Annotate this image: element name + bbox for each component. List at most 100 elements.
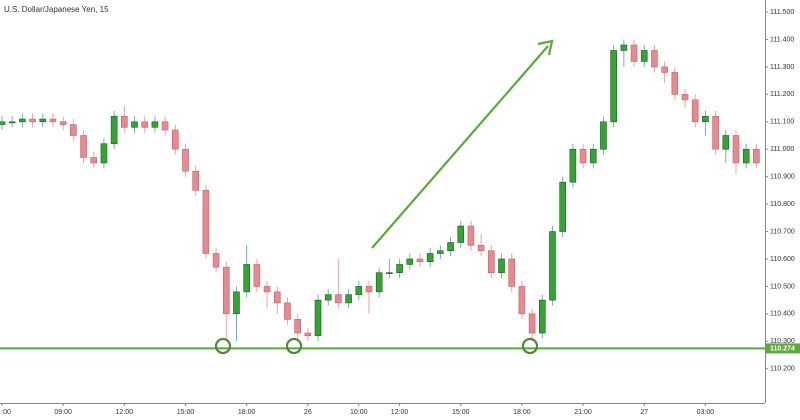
y-tick-label: 111.300 <box>770 64 794 71</box>
support-circle <box>521 337 539 355</box>
level-label: 110.274 <box>770 345 795 352</box>
candle-body <box>447 242 454 252</box>
candle-body <box>161 121 169 131</box>
x-tick-label: :00 <box>1 409 11 416</box>
x-tick-label: 21:00 <box>574 409 592 416</box>
candle-body <box>681 94 689 101</box>
candle-body <box>712 116 719 150</box>
x-tick-label: 15:00 <box>177 409 195 416</box>
candle-body <box>549 231 556 301</box>
candle-body <box>528 313 536 334</box>
candle-body <box>355 286 363 295</box>
y-tick-label: 110.200 <box>770 366 795 373</box>
y-tick-label: 110.800 <box>770 201 795 208</box>
candle-body <box>90 157 98 164</box>
y-tick-label: 111.000 <box>770 146 794 153</box>
candle-body <box>722 135 730 150</box>
candle-body <box>416 258 424 263</box>
candle-body <box>70 124 77 136</box>
candle-body <box>691 99 699 123</box>
chart-title: U.S. Dollar/Japanese Yen, 15 <box>4 5 109 14</box>
candle-body <box>314 299 322 337</box>
support-circle <box>285 337 303 355</box>
y-tick-label: 110.300 <box>770 338 795 345</box>
x-tick-label: 27 <box>640 409 648 416</box>
candle-body <box>640 50 648 62</box>
level-label-box <box>766 343 800 354</box>
y-tick-label: 110.700 <box>770 228 795 235</box>
candle-body <box>753 148 760 164</box>
x-tick-label: 15:00 <box>452 409 470 416</box>
candle-body <box>406 258 414 265</box>
candle-body <box>579 148 587 164</box>
x-tick-label: 26 <box>304 409 312 416</box>
candle-body <box>518 286 526 315</box>
candle-body <box>589 148 597 164</box>
candle-body <box>202 190 210 254</box>
candle-body <box>386 272 393 274</box>
candle-body <box>498 258 505 273</box>
y-tick-label: 111.100 <box>770 119 794 126</box>
candle-body <box>284 302 291 320</box>
candle-body <box>426 253 434 263</box>
y-tick-label: 110.400 <box>770 311 795 318</box>
x-tick-label: 12:00 <box>391 409 409 416</box>
candle-body <box>365 286 373 293</box>
candle-body <box>263 286 271 293</box>
candle-body <box>233 291 240 315</box>
candle-body <box>538 299 546 334</box>
candle-body <box>29 118 36 123</box>
candle-body <box>742 148 750 164</box>
candle-body <box>345 294 352 304</box>
candle-body <box>610 50 617 123</box>
candle-body <box>253 264 261 287</box>
candle-body <box>651 50 658 68</box>
candle-body <box>467 225 475 246</box>
candle-body <box>100 143 108 164</box>
candle-body <box>702 116 709 123</box>
candle-body <box>182 148 189 172</box>
candle-body <box>212 253 220 268</box>
y-tick-label: 111.500 <box>770 9 794 16</box>
candle-body <box>151 121 159 128</box>
candle-body <box>335 294 342 304</box>
x-tick-label: 09:00 <box>54 409 72 416</box>
candle-body <box>110 116 118 145</box>
candle-body <box>477 244 485 252</box>
candle-body <box>304 332 312 337</box>
y-tick-label: 110.500 <box>770 283 795 290</box>
candle-body <box>8 121 16 124</box>
candle-body <box>569 148 577 183</box>
candle-body <box>141 121 149 128</box>
candle-body <box>600 121 607 150</box>
candle-body <box>732 135 740 164</box>
candle-body <box>559 181 566 232</box>
candle-body <box>49 118 57 123</box>
candle-body <box>19 118 26 123</box>
candle-body <box>508 258 516 287</box>
candle-body <box>324 294 332 301</box>
candle-body <box>0 121 6 125</box>
candle-body <box>457 225 465 243</box>
x-tick-label: 18:00 <box>238 409 256 416</box>
candle-body <box>243 264 250 293</box>
candle-body <box>172 129 179 150</box>
candle-body <box>39 118 47 123</box>
candle-body <box>59 121 67 125</box>
candle-body <box>375 272 383 293</box>
candle-body <box>294 319 301 334</box>
y-tick-label: 110.900 <box>770 174 795 181</box>
candle-body <box>396 264 403 273</box>
candle-body <box>630 44 638 62</box>
x-tick-label: 12:00 <box>116 409 134 416</box>
candle-body <box>671 72 679 95</box>
candle-body <box>273 291 281 304</box>
x-tick-label: 18:00 <box>513 409 531 416</box>
x-tick-label: 10:00 <box>350 409 368 416</box>
trend-arrow <box>371 45 549 249</box>
candle-body <box>661 66 668 73</box>
y-tick-label: 111.400 <box>770 36 794 43</box>
candle-body <box>80 135 87 158</box>
